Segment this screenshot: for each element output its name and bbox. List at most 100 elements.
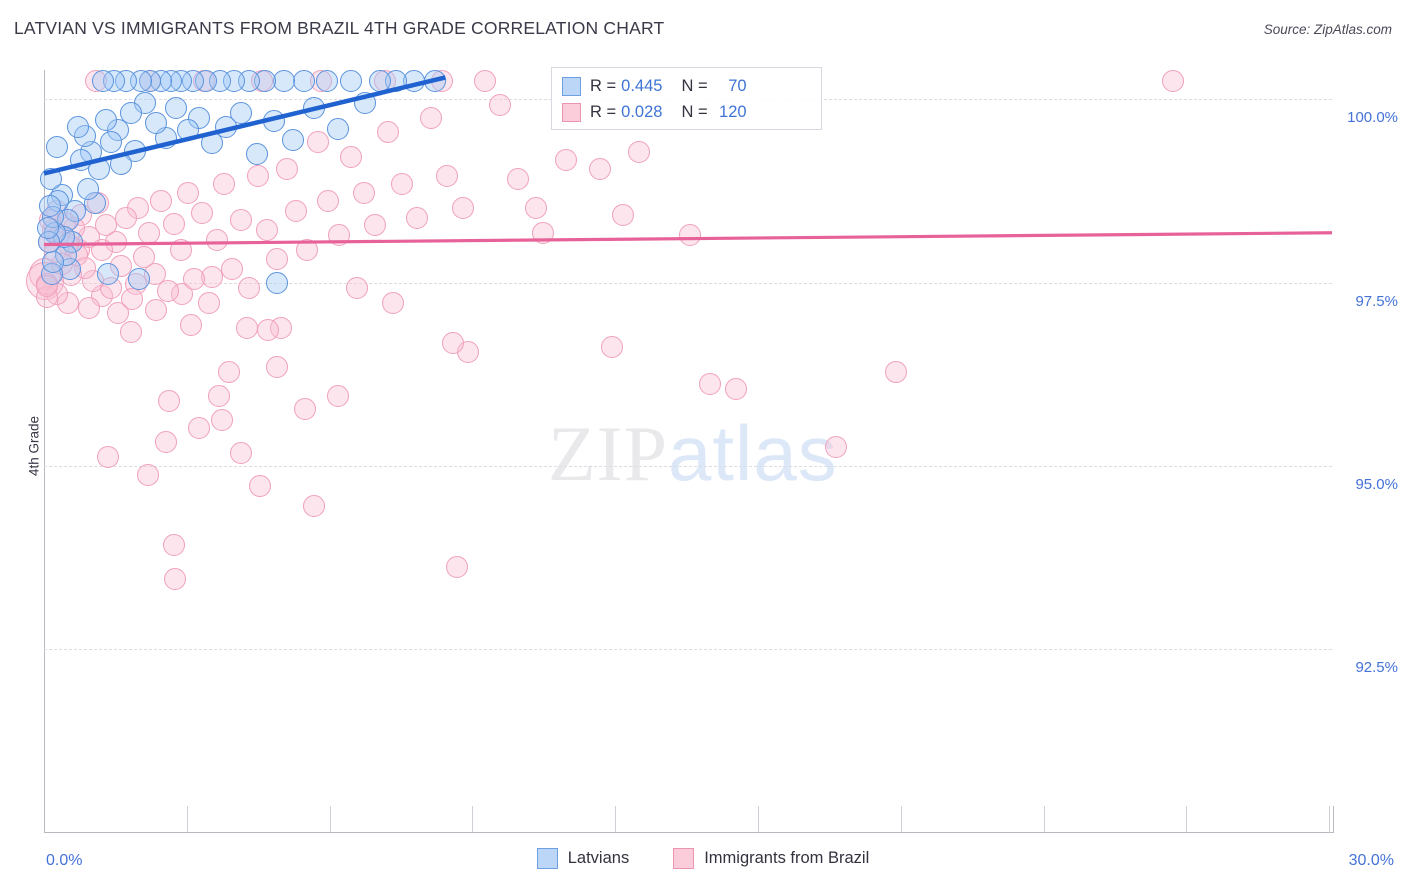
data-point-immigrants-from-brazil[interactable] [381, 292, 404, 315]
data-point-latvians[interactable] [45, 136, 68, 159]
data-point-immigrants-from-brazil[interactable] [302, 495, 325, 517]
data-point-immigrants-from-brazil[interactable] [627, 141, 650, 164]
data-point-immigrants-from-brazil[interactable] [507, 167, 530, 190]
data-point-immigrants-from-brazil[interactable] [391, 172, 414, 195]
data-point-immigrants-from-brazil[interactable] [213, 172, 236, 195]
data-point-immigrants-from-brazil[interactable] [176, 182, 199, 205]
data-point-latvians[interactable] [282, 128, 304, 151]
data-point-immigrants-from-brazil[interactable] [420, 106, 443, 129]
data-point-latvians[interactable] [315, 70, 338, 93]
gridline-95.0% [44, 465, 1332, 467]
data-point-latvians[interactable] [265, 271, 288, 294]
data-point-immigrants-from-brazil[interactable] [162, 212, 185, 235]
legend-item-latvians[interactable]: Latvians [536, 848, 629, 869]
data-point-immigrants-from-brazil[interactable] [190, 201, 213, 224]
data-point-latvians[interactable] [128, 267, 151, 290]
data-point-immigrants-from-brazil[interactable] [531, 221, 554, 244]
data-point-latvians[interactable] [262, 110, 285, 133]
data-point-immigrants-from-brazil[interactable] [554, 148, 577, 171]
data-point-immigrants-from-brazil[interactable] [611, 204, 634, 227]
data-point-immigrants-from-brazil[interactable] [294, 397, 317, 420]
data-point-immigrants-from-brazil[interactable] [119, 321, 142, 344]
data-point-immigrants-from-brazil[interactable] [275, 158, 298, 181]
data-point-immigrants-from-brazil[interactable] [306, 130, 329, 153]
data-point-immigrants-from-brazil[interactable] [345, 277, 368, 300]
data-point-immigrants-from-brazil[interactable] [524, 196, 547, 219]
data-point-immigrants-from-brazil[interactable] [155, 431, 178, 454]
data-point-immigrants-from-brazil[interactable] [205, 229, 228, 252]
data-point-immigrants-from-brazil[interactable] [339, 145, 362, 168]
data-point-latvians[interactable] [76, 177, 99, 200]
data-point-latvians[interactable] [37, 216, 60, 239]
data-point-immigrants-from-brazil[interactable] [218, 360, 241, 383]
data-point-latvians[interactable] [339, 70, 362, 93]
legend-item-immigrants-from-brazil[interactable]: Immigrants from Brazil [673, 848, 869, 869]
data-point-latvians[interactable] [96, 262, 119, 285]
data-point-immigrants-from-brazil[interactable] [600, 336, 623, 359]
data-point-immigrants-from-brazil[interactable] [295, 238, 318, 261]
data-point-immigrants-from-brazil[interactable] [285, 199, 308, 222]
data-point-immigrants-from-brazil[interactable] [162, 533, 185, 556]
data-point-immigrants-from-brazil[interactable] [136, 463, 159, 486]
data-point-immigrants-from-brazil[interactable] [451, 196, 474, 219]
data-point-latvians[interactable] [368, 70, 391, 93]
data-point-immigrants-from-brazil[interactable] [699, 372, 722, 395]
data-point-immigrants-from-brazil[interactable] [248, 475, 271, 498]
data-point-immigrants-from-brazil[interactable] [138, 221, 161, 244]
data-point-latvians[interactable] [110, 152, 133, 175]
data-point-immigrants-from-brazil[interactable] [115, 207, 138, 230]
data-point-immigrants-from-brazil[interactable] [156, 280, 179, 303]
data-point-latvians[interactable] [144, 111, 167, 134]
data-point-latvians[interactable] [69, 148, 92, 171]
data-point-immigrants-from-brazil[interactable] [179, 314, 202, 337]
data-point-immigrants-from-brazil[interactable] [208, 385, 231, 408]
data-point-immigrants-from-brazil[interactable] [211, 409, 234, 432]
data-point-immigrants-from-brazil[interactable] [183, 267, 206, 290]
data-point-immigrants-from-brazil[interactable] [488, 94, 511, 117]
data-point-immigrants-from-brazil[interactable] [265, 355, 288, 378]
data-point-latvians[interactable] [423, 70, 446, 93]
data-point-immigrants-from-brazil[interactable] [132, 245, 155, 268]
data-point-latvians[interactable] [99, 130, 122, 153]
data-point-immigrants-from-brazil[interactable] [265, 248, 288, 271]
data-point-immigrants-from-brazil[interactable] [78, 297, 101, 320]
data-point-immigrants-from-brazil[interactable] [106, 302, 129, 325]
data-point-immigrants-from-brazil[interactable] [169, 238, 192, 261]
data-point-immigrants-from-brazil[interactable] [188, 416, 211, 439]
data-point-immigrants-from-brazil[interactable] [149, 189, 172, 212]
data-point-latvians[interactable] [176, 119, 199, 142]
data-point-latvians[interactable] [38, 194, 61, 217]
data-point-immigrants-from-brazil[interactable] [163, 568, 186, 591]
data-point-latvians[interactable] [327, 117, 350, 140]
data-point-immigrants-from-brazil[interactable] [145, 299, 168, 322]
data-point-immigrants-from-brazil[interactable] [229, 209, 252, 232]
data-point-immigrants-from-brazil[interactable] [446, 555, 469, 578]
data-point-immigrants-from-brazil[interactable] [352, 182, 375, 205]
data-point-immigrants-from-brazil[interactable] [679, 223, 702, 246]
data-point-immigrants-from-brazil[interactable] [327, 385, 350, 408]
r-value-immigrants-from-brazil: 0.028 [621, 102, 663, 121]
data-point-immigrants-from-brazil[interactable] [246, 165, 269, 188]
data-point-immigrants-from-brazil[interactable] [1162, 70, 1185, 93]
data-point-immigrants-from-brazil[interactable] [198, 292, 221, 315]
data-point-immigrants-from-brazil[interactable] [725, 377, 748, 400]
data-point-immigrants-from-brazil[interactable] [885, 360, 908, 383]
data-point-immigrants-from-brazil[interactable] [121, 287, 143, 310]
data-point-immigrants-from-brazil[interactable] [158, 390, 181, 413]
data-point-immigrants-from-brazil[interactable] [435, 165, 458, 188]
data-point-immigrants-from-brazil[interactable] [588, 158, 611, 181]
data-point-immigrants-from-brazil[interactable] [229, 441, 252, 464]
data-point-latvians[interactable] [292, 70, 315, 93]
data-point-immigrants-from-brazil[interactable] [238, 277, 261, 300]
data-point-immigrants-from-brazil[interactable] [317, 189, 340, 212]
data-point-immigrants-from-brazil[interactable] [96, 445, 119, 468]
data-point-immigrants-from-brazil[interactable] [825, 436, 848, 459]
data-point-immigrants-from-brazil[interactable] [405, 207, 428, 230]
data-point-immigrants-from-brazil[interactable] [235, 317, 258, 339]
data-point-latvians[interactable] [245, 143, 268, 166]
data-point-immigrants-from-brazil[interactable] [221, 258, 244, 281]
data-point-immigrants-from-brazil[interactable] [256, 218, 279, 241]
data-point-immigrants-from-brazil[interactable] [441, 331, 464, 354]
data-point-immigrants-from-brazil[interactable] [474, 70, 497, 93]
data-point-latvians[interactable] [39, 167, 62, 190]
